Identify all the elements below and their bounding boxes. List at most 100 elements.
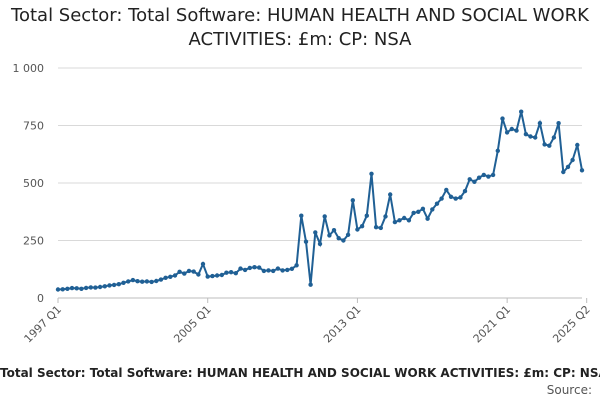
data-point — [135, 279, 140, 284]
data-point — [126, 279, 131, 284]
data-point — [402, 215, 407, 221]
data-point — [551, 135, 557, 140]
data-point — [308, 282, 313, 287]
gridlines — [58, 67, 582, 241]
data-point — [158, 277, 164, 282]
series-line — [57, 111, 583, 291]
axes — [57, 297, 588, 303]
y-tick-label: 500 — [23, 177, 44, 190]
data-point — [219, 272, 224, 278]
data-point — [228, 270, 234, 275]
y-tick-label: 750 — [23, 120, 44, 133]
data-point — [528, 134, 533, 139]
data-point — [74, 286, 79, 291]
data-point — [107, 283, 112, 288]
data-point — [519, 109, 524, 114]
data-point — [397, 218, 402, 223]
data-point — [458, 195, 463, 200]
data-point — [476, 175, 482, 180]
data-point — [69, 285, 75, 291]
y-axis-tick-labels: 0 250 500 750 1 000 — [13, 62, 45, 305]
data-point — [121, 280, 126, 285]
y-tick-label: 0 — [37, 292, 44, 305]
data-point — [261, 268, 267, 274]
data-point — [83, 285, 89, 291]
data-point — [242, 267, 248, 273]
data-point — [238, 266, 243, 271]
data-point — [565, 164, 571, 170]
data-point — [299, 213, 304, 218]
data-point — [425, 216, 430, 221]
data-point — [359, 224, 365, 229]
data-point — [336, 236, 341, 241]
data-point — [280, 268, 285, 273]
data-point — [60, 287, 65, 292]
data-point — [88, 285, 94, 290]
data-point — [266, 268, 271, 273]
data-point — [182, 271, 187, 276]
data-point — [388, 192, 393, 197]
data-point — [341, 238, 346, 243]
data-point — [579, 168, 585, 173]
data-point — [102, 284, 108, 289]
x-tick-label: 1997 Q1 — [22, 303, 65, 346]
data-point — [467, 177, 472, 182]
data-point — [214, 273, 220, 278]
data-point — [168, 274, 173, 279]
y-tick-label: 1 000 — [13, 62, 45, 75]
data-point — [205, 274, 210, 279]
x-tick-label: 2013 Q1 — [321, 303, 364, 346]
x-tick-label: 2021 Q1 — [471, 303, 514, 346]
data-point — [97, 284, 103, 290]
data-point — [556, 121, 561, 126]
data-point — [140, 279, 145, 284]
data-points — [55, 109, 585, 292]
data-point — [275, 266, 281, 271]
data-point — [537, 121, 543, 126]
data-point — [392, 219, 398, 225]
data-point — [561, 169, 566, 175]
data-point — [79, 286, 84, 291]
data-point — [210, 273, 215, 279]
x-tick-label: 2005 Q1 — [171, 303, 214, 346]
data-point — [411, 210, 416, 216]
data-point — [533, 135, 538, 140]
data-point — [542, 142, 547, 147]
y-tick-label: 250 — [23, 235, 44, 248]
data-point — [252, 265, 257, 270]
data-point — [177, 269, 182, 274]
data-point — [406, 218, 412, 223]
data-point — [149, 279, 154, 285]
data-point — [116, 282, 122, 287]
data-point — [172, 273, 178, 278]
data-point — [495, 148, 500, 153]
data-point — [345, 232, 351, 237]
data-point — [378, 225, 383, 231]
data-point — [55, 287, 61, 292]
data-point — [462, 188, 468, 194]
data-point — [233, 271, 238, 276]
data-point — [93, 285, 98, 290]
data-point — [369, 171, 374, 176]
data-point — [65, 286, 70, 291]
data-point — [514, 128, 519, 133]
x-axis-tick-labels: 1997 Q1 2005 Q1 2013 Q1 2021 Q1 2025 Q2 — [22, 303, 593, 346]
data-point — [490, 172, 496, 178]
data-point — [289, 266, 295, 271]
data-point — [416, 209, 421, 214]
data-point — [383, 214, 388, 219]
data-point — [247, 265, 252, 271]
data-point — [504, 130, 510, 135]
data-point — [486, 174, 491, 179]
data-point — [285, 267, 290, 273]
data-point — [444, 187, 449, 193]
data-point — [523, 132, 529, 137]
data-point — [294, 263, 299, 268]
data-point — [500, 116, 505, 121]
data-point — [481, 172, 486, 178]
data-point — [130, 277, 136, 283]
data-point — [439, 196, 444, 201]
data-point — [271, 268, 276, 274]
x-tick-label: 2025 Q2 — [550, 303, 593, 346]
